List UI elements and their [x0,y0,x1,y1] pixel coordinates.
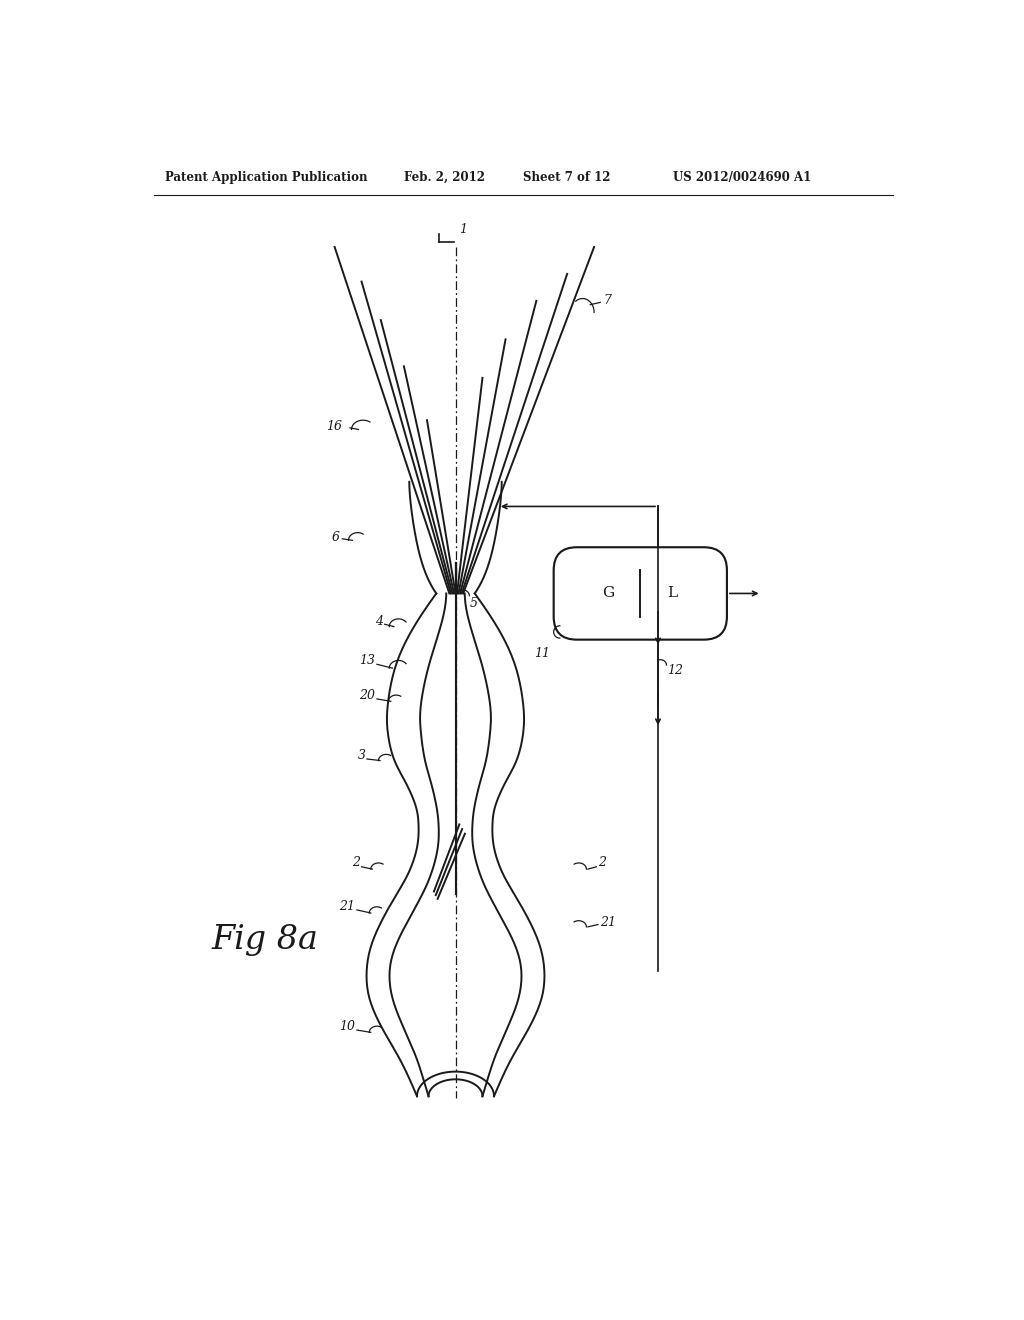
Text: 12: 12 [668,664,683,677]
Text: Fig 8a: Fig 8a [211,924,318,956]
Text: US 2012/0024690 A1: US 2012/0024690 A1 [674,172,812,185]
Text: 20: 20 [359,689,376,702]
Text: G: G [602,586,614,601]
Text: 3: 3 [357,748,366,762]
Text: 13: 13 [359,653,376,667]
Text: Patent Application Publication: Patent Application Publication [165,172,368,185]
Text: 7: 7 [603,294,611,308]
Text: Feb. 2, 2012: Feb. 2, 2012 [403,172,485,185]
Text: 21: 21 [339,900,355,913]
Text: 2: 2 [352,857,360,870]
Text: 2: 2 [598,857,606,870]
Text: 10: 10 [339,1020,355,1034]
Text: 5: 5 [469,597,477,610]
Text: 11: 11 [534,647,550,660]
Text: L: L [667,586,677,601]
Text: Sheet 7 of 12: Sheet 7 of 12 [523,172,610,185]
Text: 4: 4 [375,615,383,628]
Text: 21: 21 [600,916,616,929]
Text: 1: 1 [460,223,467,236]
Text: 16: 16 [327,420,342,433]
FancyBboxPatch shape [554,548,727,640]
Text: 6: 6 [332,531,340,544]
